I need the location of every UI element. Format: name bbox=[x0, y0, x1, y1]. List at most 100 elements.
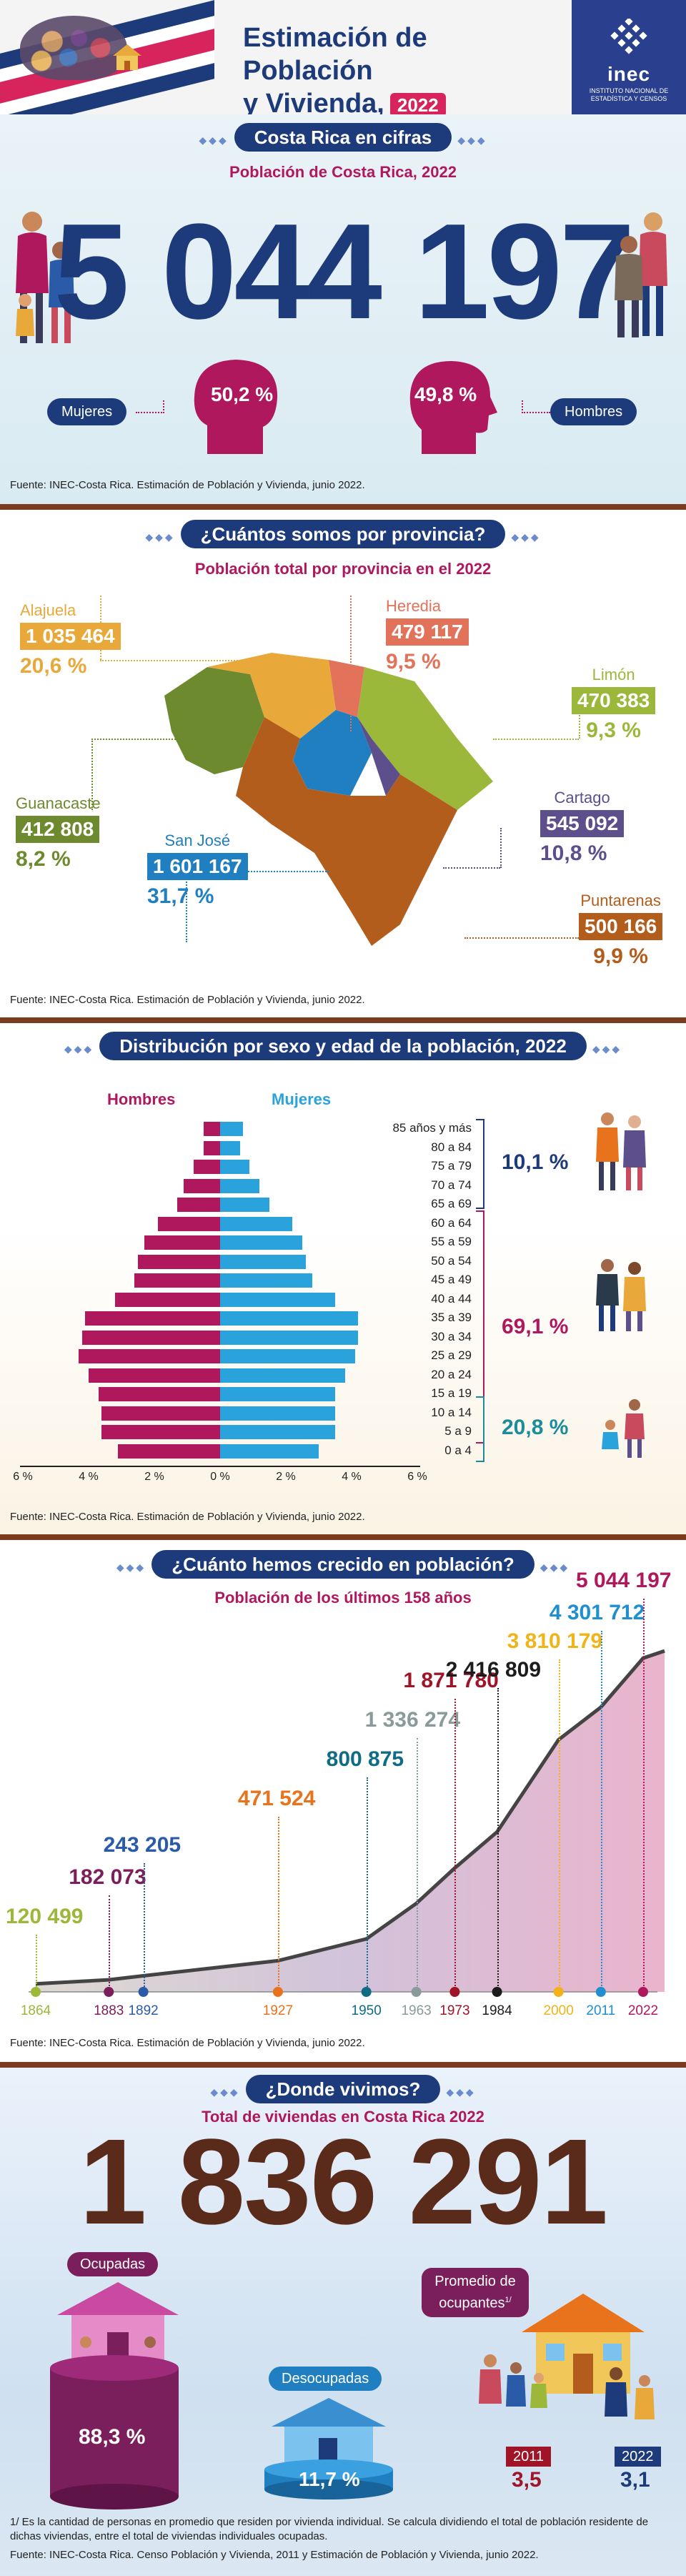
bracket-older-pct: 10,1 % bbox=[502, 1150, 569, 1174]
diamond-ornament-icon: ◆◆◆ bbox=[592, 1043, 622, 1055]
growth-stem bbox=[36, 1935, 37, 1992]
pyramid-bar-men bbox=[177, 1198, 220, 1212]
women-connector bbox=[136, 412, 164, 413]
pyramid-bar-women bbox=[220, 1122, 244, 1136]
costa-rica-map bbox=[164, 653, 493, 946]
pyramid-age-label: 35 a 39 bbox=[431, 1311, 472, 1324]
header-title: Estimación de Población y Vivienda, 2022 bbox=[243, 21, 557, 120]
pyramid-age-label: 40 a 44 bbox=[431, 1291, 472, 1306]
bracket-older bbox=[476, 1119, 484, 1209]
pyramid-bar-women bbox=[220, 1178, 260, 1193]
elderly-couple-illustration bbox=[596, 1112, 646, 1190]
women-label: Mujeres bbox=[47, 398, 127, 425]
pyramid-age-label: 55 a 59 bbox=[431, 1235, 472, 1248]
family-2022-illustration bbox=[605, 2367, 655, 2419]
province-name: Limón bbox=[592, 666, 635, 684]
growth-stem bbox=[109, 1895, 111, 1992]
title-line-2: y Vivienda, bbox=[243, 89, 384, 119]
pyramid-bar-women bbox=[220, 1368, 345, 1383]
section-subtitle-crecimiento: Población de los últimos 158 años bbox=[214, 1589, 472, 1607]
growth-point bbox=[449, 1987, 460, 1997]
diamond-ornament-icon: ◆◆◆ bbox=[116, 1561, 146, 1574]
province-cartago: Cartago 545 092 10,8 % bbox=[540, 789, 625, 866]
pyramid-axis-tick: 2 % bbox=[144, 1471, 164, 1483]
pyramid-axis-tick: 6 % bbox=[407, 1471, 427, 1483]
divider bbox=[0, 2062, 686, 2068]
growth-stem bbox=[143, 1863, 145, 1992]
growth-value-label: 5 044 197 bbox=[576, 1569, 672, 1592]
source-cifras: Fuente: INEC-Costa Rica. Estimación de P… bbox=[10, 479, 365, 491]
section-title-cifras: Costa Rica en cifras bbox=[234, 123, 452, 152]
section-subtitle-provincias: Población total por provincia en el 2022 bbox=[194, 560, 492, 578]
growth-year-label: 2011 bbox=[586, 2003, 616, 2018]
house-icon bbox=[113, 44, 141, 70]
pyramid-age-label: 25 a 29 bbox=[431, 1348, 472, 1362]
growth-year-label: 1864 bbox=[20, 2003, 51, 2018]
average-occupants-text: Promedio de ocupantes bbox=[434, 2274, 516, 2311]
growth-point bbox=[31, 1987, 41, 1997]
province-value: 470 383 bbox=[572, 687, 656, 714]
section-subtitle-viviendas: Total de viviendas en Costa Rica 2022 bbox=[202, 2108, 484, 2126]
occupied-cylinder bbox=[50, 2355, 179, 2510]
pyramid-bar-men bbox=[85, 1311, 220, 1326]
divider bbox=[0, 1534, 686, 1540]
section-piramide: ◆◆◆ Distribución por sexo y edad de la po… bbox=[0, 1023, 686, 1534]
growth-crowd-area bbox=[36, 1651, 665, 1992]
province-value: 1 035 464 bbox=[20, 623, 121, 650]
pyramid-bar-women bbox=[220, 1235, 302, 1250]
inec-logo: inec INSTITUTO NACIONAL DE ESTADÍSTICA Y… bbox=[572, 0, 686, 114]
growth-stem bbox=[454, 1699, 457, 1992]
growth-line bbox=[35, 1649, 665, 1986]
section-viviendas: ◆◆◆ ¿Donde vivimos? ◆◆◆ Total de viviendas… bbox=[0, 2068, 686, 2576]
pyramid-bar-men bbox=[98, 1387, 220, 1401]
couple-illustration bbox=[615, 212, 667, 337]
bracket-young-pct: 20,8 % bbox=[502, 1416, 569, 1439]
growth-value-label: 182 073 bbox=[69, 1865, 146, 1889]
inec-logo-name: inec bbox=[607, 63, 651, 85]
province-pct: 31,7 % bbox=[147, 884, 214, 908]
province-puntarenas: Puntarenas 500 166 9,9 % bbox=[579, 892, 663, 969]
crowd-illustration bbox=[20, 16, 127, 80]
pyramid-bar-men bbox=[101, 1406, 220, 1421]
growth-point bbox=[104, 1987, 114, 1997]
family-2011-illustration bbox=[479, 2354, 547, 2408]
province-name: San José bbox=[164, 831, 231, 849]
pyramid-bar-women bbox=[220, 1349, 355, 1363]
bracket-working bbox=[476, 1210, 484, 1444]
pyramid-bar-women bbox=[220, 1406, 335, 1421]
map-heredia bbox=[329, 660, 364, 717]
growth-stem bbox=[416, 1738, 418, 1992]
map-alajuela bbox=[207, 653, 336, 739]
diamond-ornament-icon: ◆◆◆ bbox=[540, 1561, 570, 1574]
growth-year-label: 2000 bbox=[543, 2003, 574, 2018]
pyramid-bar-women bbox=[220, 1216, 293, 1231]
growth-value-label: 4 301 712 bbox=[549, 1601, 645, 1624]
province-pct: 10,8 % bbox=[540, 842, 607, 865]
men-legend: Hombres bbox=[107, 1090, 176, 1108]
section-subtitle-cifras: Población de Costa Rica, 2022 bbox=[229, 163, 457, 181]
diamond-ornament-icon: ◆◆◆ bbox=[64, 1043, 94, 1055]
growth-value-label: 2 416 809 bbox=[445, 1658, 542, 1682]
pyramid-bar-women bbox=[220, 1254, 306, 1269]
pyramid-bar-women bbox=[220, 1140, 240, 1155]
growth-stem bbox=[497, 1688, 499, 1992]
map-guanacaste bbox=[164, 667, 264, 774]
growth-value-label: 3 810 179 bbox=[507, 1629, 603, 1653]
footnote-marker: 1/ bbox=[504, 2296, 512, 2304]
growth-value-label: 471 524 bbox=[237, 1787, 316, 1810]
pyramid-axis-tick: 6 % bbox=[13, 1471, 33, 1483]
growth-stem bbox=[366, 1777, 368, 1992]
children-illustration bbox=[602, 1399, 645, 1458]
divider bbox=[0, 1017, 686, 1023]
map-cartago bbox=[357, 717, 400, 796]
pyramid-age-label: 15 a 19 bbox=[431, 1386, 472, 1400]
section-title-viviendas: ¿Donde vivimos? bbox=[245, 2075, 441, 2103]
growth-value-label: 800 875 bbox=[326, 1747, 404, 1771]
header: Estimación de Población y Vivienda, 2022 … bbox=[0, 0, 686, 119]
vacant-house-icon bbox=[272, 2398, 386, 2464]
province-pct: 8,2 % bbox=[16, 847, 71, 871]
section-provincias: ◆◆◆ ¿Cuántos somos por provincia? ◆◆◆ Pobl… bbox=[0, 510, 686, 1017]
pyramid-bar-men bbox=[157, 1216, 220, 1231]
female-head-icon bbox=[194, 360, 278, 454]
